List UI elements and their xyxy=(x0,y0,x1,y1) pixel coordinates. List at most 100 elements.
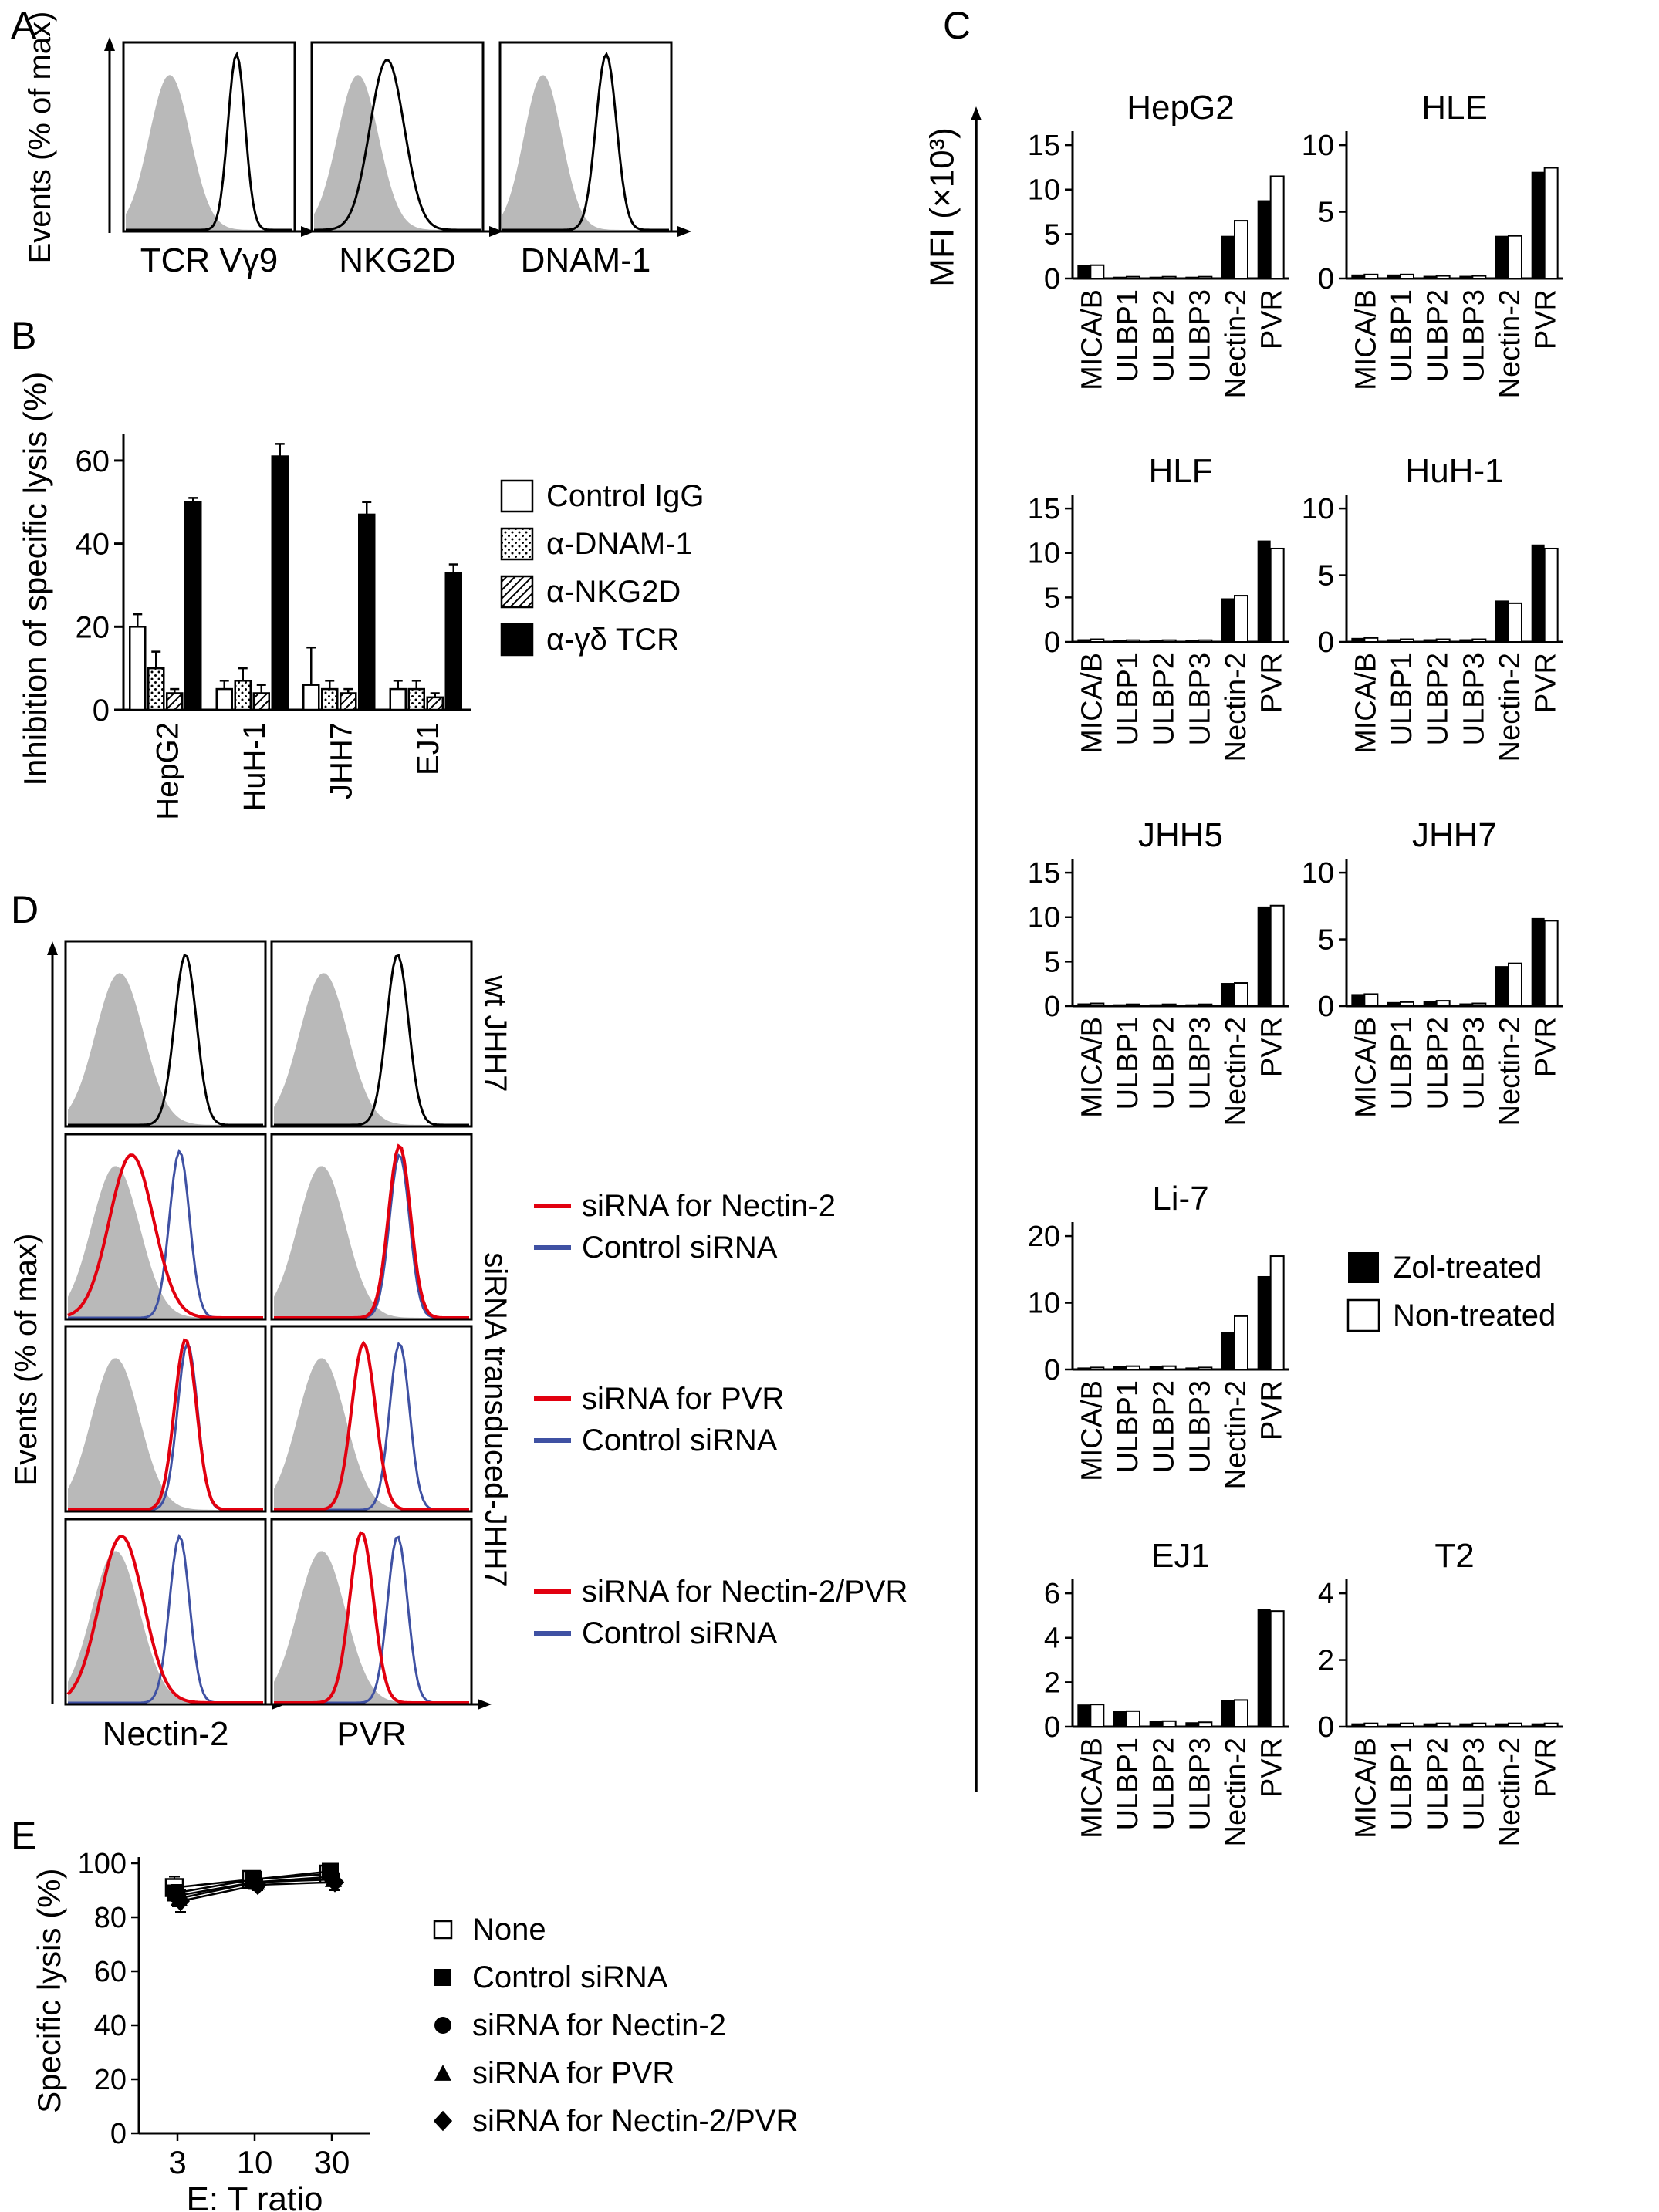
red-line-swatch xyxy=(534,1204,571,1208)
svg-text:ULBP3: ULBP3 xyxy=(1184,1738,1216,1830)
svg-text:5: 5 xyxy=(1044,946,1060,978)
svg-text:T2: T2 xyxy=(1434,1537,1474,1575)
svg-text:Nectin-2: Nectin-2 xyxy=(1494,653,1526,762)
flow-histogram xyxy=(498,41,673,233)
svg-text:10: 10 xyxy=(237,2144,273,2180)
svg-text:40: 40 xyxy=(76,528,110,562)
svg-text:0: 0 xyxy=(1044,991,1060,1023)
mini-bar-chart-HepG2: HepG2 0 5 10 15 MICA/B ULBP1 ULBP2 ULBP3 Nectin-2… xyxy=(1028,89,1289,399)
svg-text:PVR: PVR xyxy=(1530,1017,1563,1077)
panel-e-legend-item-label: siRNA for Nectin-2 xyxy=(472,2008,726,2042)
panel-e-legend-item-label: None xyxy=(472,1912,546,1947)
red-line-swatch xyxy=(534,1396,571,1401)
panel-c-legend-item-label: Non-treated xyxy=(1393,1298,1556,1332)
panel-c-legend-item: Non-treated xyxy=(1346,1292,1556,1339)
flow-histogram xyxy=(64,1133,267,1321)
svg-text:HuH-1: HuH-1 xyxy=(1405,452,1503,490)
svg-text:ULBP2: ULBP2 xyxy=(1422,289,1455,382)
svg-text:ULBP3: ULBP3 xyxy=(1184,289,1216,382)
panel-d-row-label-wt: wt JHH7 xyxy=(478,975,512,1092)
panel-e-legend-item-label: siRNA for Nectin-2/PVR xyxy=(472,2103,799,2138)
svg-text:PVR: PVR xyxy=(1256,1380,1289,1440)
svg-text:ULBP3: ULBP3 xyxy=(1458,1738,1490,1830)
svg-text:MICA/B: MICA/B xyxy=(1350,1738,1382,1839)
svg-text:5: 5 xyxy=(1044,218,1060,251)
svg-text:10: 10 xyxy=(1302,130,1334,162)
svg-text:HepG2: HepG2 xyxy=(1127,89,1234,127)
svg-text:10: 10 xyxy=(1028,538,1060,570)
flow-histogram xyxy=(270,940,473,1128)
svg-text:0: 0 xyxy=(1044,1354,1060,1386)
svg-text:PVR: PVR xyxy=(1256,653,1289,713)
panel-b-legend-item-swatch xyxy=(500,479,534,513)
svg-text:ULBP2: ULBP2 xyxy=(1148,1017,1181,1109)
svg-text:PVR: PVR xyxy=(1530,289,1563,350)
svg-text:4: 4 xyxy=(1318,1578,1334,1610)
svg-text:MICA/B: MICA/B xyxy=(1076,1380,1108,1481)
svg-text:ULBP2: ULBP2 xyxy=(1422,1738,1455,1830)
svg-text:10: 10 xyxy=(1302,493,1334,525)
panel-c-legend-item-swatch xyxy=(1346,1298,1380,1332)
panel-d-legend-block-3: siRNA for Nectin-2/PVR Control siRNA xyxy=(534,1571,907,1654)
panel-e-legend-item: siRNA for PVR xyxy=(426,2049,798,2097)
svg-text:40: 40 xyxy=(94,2010,127,2042)
svg-text:10: 10 xyxy=(1302,857,1334,890)
panel-e-legend: None Control siRNA siRNA for Nectin-2 siRNA… xyxy=(426,1906,798,2145)
svg-text:20: 20 xyxy=(1028,1221,1060,1253)
svg-text:Nectin-2: Nectin-2 xyxy=(1220,1380,1252,1490)
panel-b-legend-item: α-NKG2D xyxy=(500,568,704,616)
blue-line-swatch xyxy=(534,1245,571,1250)
svg-text:2: 2 xyxy=(1044,1667,1060,1699)
flow-histogram xyxy=(310,41,485,233)
panel-e-legend-item-swatch xyxy=(434,2017,451,2034)
svg-text:ULBP1: ULBP1 xyxy=(1386,1738,1418,1830)
mini-bar-chart-HLF: HLF 0 5 10 15 MICA/B ULBP1 ULBP2 ULBP3 Nectin-2 PV… xyxy=(1028,452,1289,762)
panel-e-label: E xyxy=(11,1814,37,1857)
panel-d-flow-histograms: Nectin-2 PVR xyxy=(47,940,492,1753)
panel-b-legend-item-label: Control IgG xyxy=(546,478,704,513)
svg-text:80: 80 xyxy=(94,1902,127,1934)
panel-e-legend-item: siRNA for Nectin-2/PVR xyxy=(426,2097,798,2145)
flow-histogram xyxy=(64,940,267,1128)
svg-text:ULBP3: ULBP3 xyxy=(1184,653,1216,745)
panel-b-legend-item: Control IgG xyxy=(500,472,704,520)
svg-text:PVR: PVR xyxy=(336,1715,406,1753)
svg-text:ULBP2: ULBP2 xyxy=(1148,653,1181,745)
svg-text:Nectin-2: Nectin-2 xyxy=(1220,1738,1252,1847)
svg-text:ULBP1: ULBP1 xyxy=(1112,1738,1144,1830)
panel-b-legend-item-label: α-NKG2D xyxy=(546,574,681,609)
svg-text:0: 0 xyxy=(1318,263,1334,295)
svg-text:HLF: HLF xyxy=(1148,452,1212,490)
svg-text:Nectin-2: Nectin-2 xyxy=(1220,1017,1252,1126)
panel-d-legend-item: Control siRNA xyxy=(534,1420,784,1461)
flow-histogram xyxy=(270,1325,473,1513)
red-line-swatch xyxy=(534,1589,571,1594)
panel-c-legend-item-label: Zol-treated xyxy=(1393,1250,1542,1285)
svg-text:ULBP3: ULBP3 xyxy=(1458,289,1490,382)
svg-text:NKG2D: NKG2D xyxy=(339,241,456,279)
panel-b-legend-item-swatch xyxy=(500,575,534,609)
svg-text:ULBP1: ULBP1 xyxy=(1386,1017,1418,1109)
svg-text:Nectin-2: Nectin-2 xyxy=(1220,653,1252,762)
svg-text:MICA/B: MICA/B xyxy=(1350,1017,1382,1118)
svg-text:MICA/B: MICA/B xyxy=(1350,653,1382,754)
svg-text:0: 0 xyxy=(110,2118,127,2150)
svg-text:Li-7: Li-7 xyxy=(1152,1180,1208,1217)
panel-b-label: B xyxy=(11,314,37,357)
svg-text:ULBP1: ULBP1 xyxy=(1112,289,1144,382)
panel-e-legend-item-label: Control siRNA xyxy=(472,1960,668,1994)
svg-text:JHH7: JHH7 xyxy=(1412,816,1497,854)
mini-bar-chart-JHH5: JHH5 0 5 10 15 MICA/B ULBP1 ULBP2 ULBP3 Nectin-2 P… xyxy=(1028,816,1289,1126)
panel-e-legend-item-swatch xyxy=(433,2110,453,2132)
svg-text:0: 0 xyxy=(1318,1711,1334,1744)
panel-c-label: C xyxy=(943,4,971,47)
panel-b-legend-item-label: α-DNAM-1 xyxy=(546,526,693,561)
panel-a-flow-histograms: TCR Vγ9 NKG2D DNAM-1 xyxy=(104,37,691,279)
svg-text:0: 0 xyxy=(1044,263,1060,295)
panel-b-legend-item-swatch xyxy=(500,623,534,657)
mini-bar-chart-JHH7: JHH7 0 5 10 MICA/B ULBP1 ULBP2 ULBP3 Nectin-2 PVR xyxy=(1302,816,1563,1126)
flow-histogram xyxy=(64,1325,267,1513)
flow-histogram xyxy=(270,1518,473,1706)
